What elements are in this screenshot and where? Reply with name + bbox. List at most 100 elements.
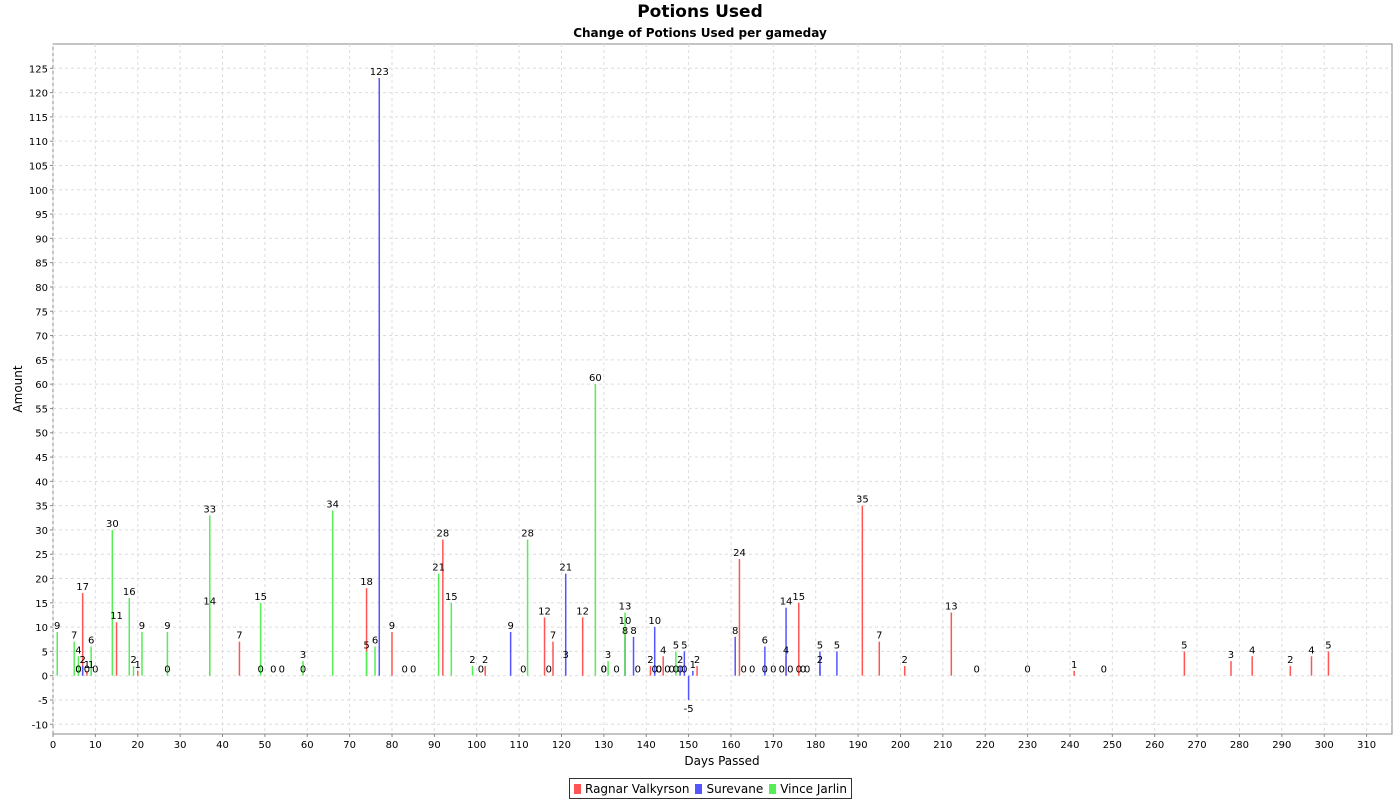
bar-value-label: 2 [482,655,488,666]
bar-value-label: 0 [656,665,662,676]
bar [166,631,169,676]
bar-value-label: 0 [740,665,746,676]
bar-value-label: 0 [974,665,980,676]
y-tick-label: 60 [35,380,48,391]
bar [1073,670,1075,676]
bar-value-label: 0 [84,665,90,676]
bar-value-label: 28 [436,529,449,540]
bar-value-label: 0 [668,665,674,676]
y-tick-label: 55 [35,404,48,415]
bar [1183,651,1186,676]
bar [115,622,118,676]
y-tick-label: 85 [35,259,48,270]
x-tick-label: 20 [131,740,144,751]
x-tick-label: 180 [806,740,825,751]
bar-value-label: 15 [254,592,267,603]
bar-value-label: 1 [84,660,90,671]
bar-value-label: 9 [389,621,395,632]
x-tick-label: 110 [510,740,529,751]
y-tick-label: 5 [42,647,48,658]
bar [391,631,393,676]
bar [331,510,334,676]
bar [552,641,554,676]
y-tick-label: 40 [35,477,48,488]
bar-value-label: 0 [677,665,683,676]
bar-value-label: 8 [732,626,738,637]
bar-value-label: 0 [279,665,285,676]
x-tick-label: 230 [1018,740,1037,751]
x-tick-label: 280 [1230,740,1249,751]
bar [509,631,512,676]
bar-value-label: 15 [792,592,805,603]
bar [687,675,690,700]
bar-value-label: 14 [780,597,793,608]
bar-value-label: 9 [54,621,60,632]
bar-value-label: 2 [677,655,683,666]
bar [378,78,381,676]
y-axis-label: Amount [11,365,25,412]
bar-value-label: 0 [635,665,641,676]
bar-value-label: 0 [1101,665,1107,676]
bar-value-label: 0 [652,665,658,676]
x-tick-label: 120 [552,740,571,751]
bar [734,636,736,676]
bar [683,651,686,676]
bar [302,661,304,676]
bar-value-label: 4 [75,645,81,656]
bar [238,641,241,676]
bar [209,515,211,676]
y-tick-label: 65 [35,356,48,367]
y-tick-label: 90 [35,234,48,245]
bar-value-label: 30 [106,519,119,530]
bar-value-label: 34 [326,499,339,510]
bar [1289,665,1292,676]
bar [819,651,821,676]
bar-value-label: 0 [75,665,81,676]
y-tick-label: -10 [32,720,48,731]
bar-value-label: 5 [817,640,823,651]
bar [903,665,906,676]
bar-value-label: 9 [507,621,513,632]
bar-value-label: 8 [622,626,628,637]
y-tick-label: 10 [35,623,48,634]
bar-value-label: 0 [656,665,662,676]
bar-value-label: 0 [270,665,276,676]
x-tick-label: 50 [258,740,271,751]
bar-value-label: 13 [619,602,632,613]
plot-area [52,43,1393,735]
bar-value-label: 0 [410,665,416,676]
legend-swatch [695,783,703,794]
legend-label: Vince Jarlin [780,781,847,796]
bar [136,670,139,676]
bar-value-label: 5 [681,640,687,651]
bar [607,661,609,676]
bar-value-label: 0 [257,665,263,676]
bar-value-label: 0 [770,665,776,676]
x-tick-label: 40 [216,740,229,751]
bar-value-label: 1 [88,660,94,671]
bar-value-label: 18 [360,577,373,588]
bar-value-label: 16 [123,587,136,598]
x-tick-label: 130 [594,740,613,751]
bar-value-label: -5 [684,704,694,715]
legend-item: Vince Jarlin [769,782,847,796]
bar-value-label: 0 [800,665,806,676]
legend-label: Ragnar Valkyrson [585,781,690,796]
bar-value-label: 13 [945,602,958,613]
bar [594,384,597,676]
y-tick-label: 45 [35,453,48,464]
y-tick-label: 30 [35,526,48,537]
y-tick-label: 50 [35,429,48,440]
bar-value-label: 2 [469,655,475,666]
bar-value-label: 2 [1287,655,1293,666]
bar-value-label: 0 [546,665,552,676]
x-tick-label: 200 [891,740,910,751]
bar [450,602,453,676]
bar [56,631,58,676]
x-tick-label: 80 [386,740,399,751]
bar-value-label: 1 [135,660,141,671]
bar-value-label: 4 [783,645,789,656]
bar-value-label: 28 [521,529,534,540]
